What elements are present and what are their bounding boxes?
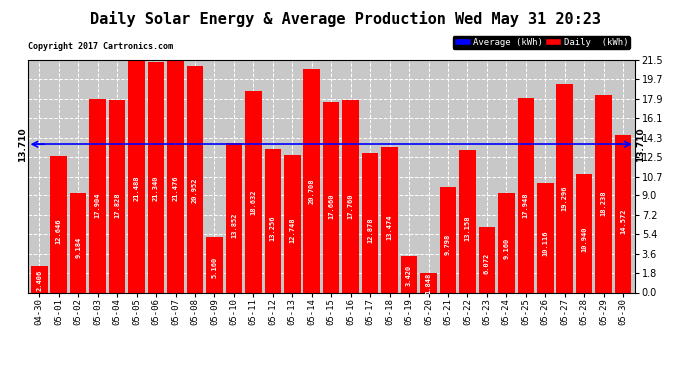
Bar	[50, 156, 67, 292]
Text: 9.798: 9.798	[445, 234, 451, 255]
Text: 21.488: 21.488	[134, 175, 139, 201]
Text: 17.660: 17.660	[328, 194, 334, 219]
Bar	[148, 62, 164, 292]
Text: 12.878: 12.878	[367, 217, 373, 243]
Text: 13.852: 13.852	[231, 212, 237, 238]
Text: 5.160: 5.160	[211, 257, 217, 278]
Bar	[226, 143, 242, 292]
Text: 17.948: 17.948	[523, 192, 529, 218]
Text: 2.406: 2.406	[37, 270, 42, 291]
Bar	[109, 100, 126, 292]
Bar	[615, 135, 631, 292]
Text: 9.184: 9.184	[75, 237, 81, 258]
Bar	[479, 227, 495, 292]
Text: 18.632: 18.632	[250, 189, 257, 214]
Text: 13.256: 13.256	[270, 215, 276, 241]
Bar	[440, 186, 456, 292]
Bar	[90, 99, 106, 292]
Text: 14.572: 14.572	[620, 209, 626, 234]
Text: 12.748: 12.748	[289, 218, 295, 243]
Bar	[206, 237, 223, 292]
Bar	[401, 255, 417, 292]
Text: 3.420: 3.420	[406, 265, 412, 286]
Text: 17.760: 17.760	[348, 194, 354, 219]
Text: 18.238: 18.238	[601, 191, 607, 216]
Bar	[264, 149, 281, 292]
Bar	[323, 102, 339, 292]
Text: 21.340: 21.340	[153, 176, 159, 201]
Text: Daily Solar Energy & Average Production Wed May 31 20:23: Daily Solar Energy & Average Production …	[90, 11, 600, 27]
Bar	[556, 84, 573, 292]
Text: 6.072: 6.072	[484, 252, 490, 274]
Text: 20.952: 20.952	[192, 178, 198, 203]
Bar	[595, 95, 612, 292]
Bar	[245, 91, 262, 292]
Text: 13.710: 13.710	[18, 127, 27, 162]
Bar	[498, 194, 515, 292]
Text: 13.474: 13.474	[386, 214, 393, 240]
Bar	[576, 174, 593, 292]
Bar	[342, 100, 359, 292]
Bar	[31, 267, 48, 292]
Text: 17.828: 17.828	[114, 193, 120, 219]
Bar	[362, 153, 378, 292]
Bar	[167, 60, 184, 292]
Text: 1.848: 1.848	[426, 273, 431, 294]
Text: 20.708: 20.708	[308, 179, 315, 204]
Bar	[382, 147, 398, 292]
Text: 13.158: 13.158	[464, 216, 471, 241]
Text: 17.904: 17.904	[95, 193, 101, 218]
Bar	[284, 154, 301, 292]
Bar	[537, 183, 553, 292]
Text: Copyright 2017 Cartronics.com: Copyright 2017 Cartronics.com	[28, 42, 172, 51]
Text: 19.296: 19.296	[562, 186, 568, 211]
Text: 13.710: 13.710	[635, 127, 644, 162]
Text: 10.940: 10.940	[581, 226, 587, 252]
Bar	[70, 193, 86, 292]
Text: 12.646: 12.646	[56, 218, 61, 244]
Text: 21.476: 21.476	[172, 175, 179, 201]
Bar	[304, 69, 320, 292]
Bar	[459, 150, 475, 292]
Text: 10.116: 10.116	[542, 231, 549, 256]
Bar	[518, 98, 534, 292]
Legend: Average (kWh), Daily  (kWh): Average (kWh), Daily (kWh)	[453, 36, 630, 48]
Bar	[128, 60, 145, 292]
Text: 9.160: 9.160	[503, 237, 509, 258]
Bar	[420, 273, 437, 292]
Bar	[187, 66, 204, 292]
